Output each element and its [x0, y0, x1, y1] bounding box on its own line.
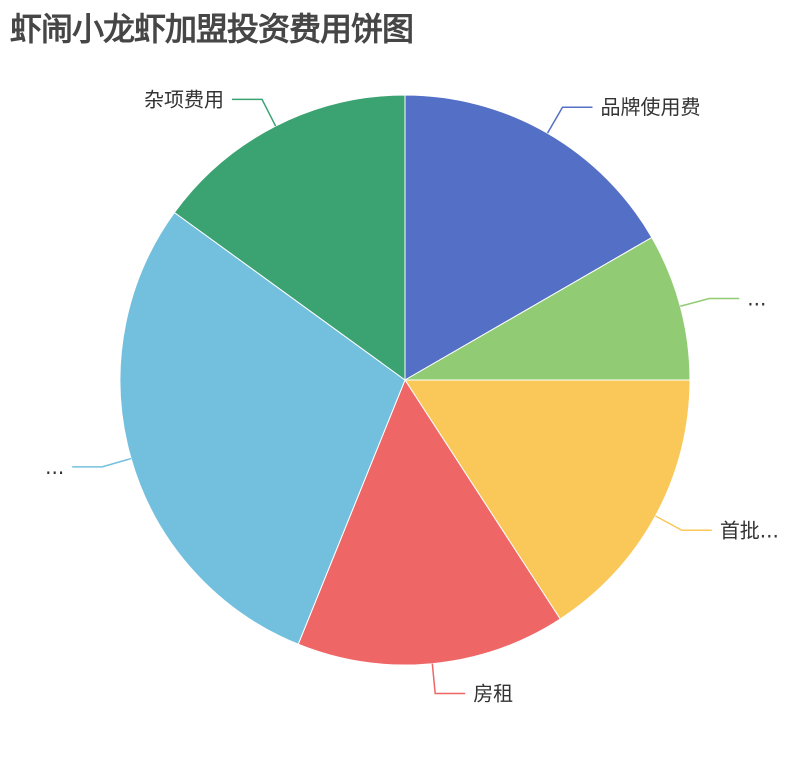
slice-label: ...	[747, 286, 766, 310]
label-leader-line	[231, 98, 277, 127]
pie-slice[interactable]	[404, 94, 653, 381]
chart-title: 虾闹小龙虾加盟投资费用饼图	[10, 10, 414, 48]
slice-label: 杂项费用	[144, 87, 224, 111]
slice-label: 品牌使用费	[601, 95, 701, 119]
pie-slice[interactable]	[119, 211, 406, 645]
label-leader-line	[431, 663, 466, 695]
pie-slice[interactable]	[297, 378, 561, 666]
slice-label: 首批...	[720, 518, 779, 542]
slice-label: ...	[45, 455, 64, 479]
label-leader-line	[655, 515, 712, 532]
label-leader-line	[546, 106, 593, 134]
label-leader-line	[72, 457, 132, 468]
pie-slice[interactable]	[404, 379, 691, 620]
slice-label: 房租	[473, 682, 513, 706]
label-leader-line	[680, 297, 740, 307]
pie-slice[interactable]	[403, 236, 691, 381]
